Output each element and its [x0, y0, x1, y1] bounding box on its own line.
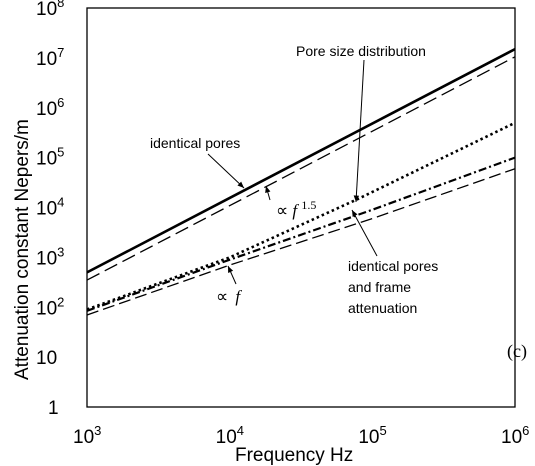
y-tick-exp: 6: [57, 95, 64, 110]
y-tick-base: 10: [36, 248, 57, 269]
y-tick-exp: 5: [57, 145, 64, 160]
x-tick-label: 105: [358, 423, 386, 448]
y-tick-label: 103: [36, 244, 64, 269]
y-tick-label: 104: [36, 195, 64, 220]
arrow-frame-head: [352, 210, 358, 217]
y-tick-label: 105: [36, 145, 64, 170]
y-tick-exp: 3: [57, 244, 64, 259]
x-tick-label: 104: [216, 423, 244, 448]
y-tick-exp: 2: [57, 294, 64, 309]
y-tick-base: 10: [36, 348, 57, 369]
proportional-symbol-2: ∝: [216, 287, 228, 306]
y-tick-label: 106: [36, 95, 64, 120]
x-tick-exp: 6: [522, 423, 529, 438]
annotation-f: ∝ f: [216, 287, 242, 306]
series-line-long-dash: [86, 56, 516, 281]
annotation-identical-pores: identical pores: [150, 135, 240, 151]
x-tick-label: 106: [501, 423, 529, 448]
arrow-identical-pores-head: [237, 181, 244, 188]
y-axis-title: Attenuation constant Nepers/m: [12, 119, 33, 380]
x-tick-base: 10: [216, 427, 237, 448]
y-tick-label: 10: [36, 348, 57, 369]
y-tick-base: 10: [36, 49, 57, 70]
y-tick-base: 10: [36, 298, 57, 319]
x-tick-base: 10: [73, 427, 94, 448]
arrow-frame: [351, 209, 378, 257]
arrow-identical-pores: [207, 153, 245, 189]
y-tick-base: 10: [36, 0, 57, 20]
annotation-frame-line2: and frame: [348, 279, 411, 295]
y-tick-base: 10: [36, 199, 57, 220]
y-tick-label: 107: [36, 45, 64, 70]
x-tick-exp: 3: [94, 423, 101, 438]
y-tick-label: 1: [48, 398, 59, 419]
series-line-dotted: [86, 121, 516, 311]
series-line-dashed: [86, 168, 516, 316]
arrow-f15-head: [265, 186, 271, 193]
annotation-frame-line1: identical pores: [348, 258, 438, 274]
x-tick-exp: 4: [237, 423, 244, 438]
annotation-arrows: [207, 59, 378, 285]
proportional-symbol: ∝: [276, 201, 288, 220]
series-line-solid: [86, 47, 516, 274]
plot-frame: [86, 7, 516, 408]
arrow-pore-size-head: [353, 195, 360, 202]
exponent-1.5: 1.5: [301, 198, 316, 212]
x-tick-labels: 103 104 105 106: [73, 423, 529, 448]
y-tick-exp: 8: [57, 0, 64, 10]
panel-label: (c): [507, 341, 527, 362]
series-line-dash-dot: [86, 156, 516, 312]
x-tick-label: 103: [73, 423, 101, 448]
series-layer: [86, 47, 516, 316]
y-tick-base: 10: [36, 99, 57, 120]
y-tick-base: 10: [36, 149, 57, 170]
y-tick-exp: 4: [57, 195, 64, 210]
arrow-pore-size: [355, 59, 365, 203]
f-symbol: f: [292, 201, 299, 220]
x-axis-title: Frequency Hz: [235, 445, 353, 466]
x-tick-base: 10: [358, 427, 379, 448]
arrow-f-head: [228, 266, 234, 273]
y-tick-exp: 7: [57, 45, 64, 60]
y-tick-base: 1: [48, 398, 59, 419]
annotation-frame-line3: attenuation: [348, 300, 417, 316]
x-tick-base: 10: [501, 427, 522, 448]
annotation-pore-size-distribution: Pore size distribution: [296, 43, 426, 59]
annotation-f-1.5: ∝ f 1.5: [276, 198, 316, 220]
f-symbol-2: f: [235, 287, 242, 306]
y-tick-label: 108: [36, 0, 64, 20]
y-tick-label: 102: [36, 294, 64, 319]
x-tick-exp: 5: [379, 423, 386, 438]
